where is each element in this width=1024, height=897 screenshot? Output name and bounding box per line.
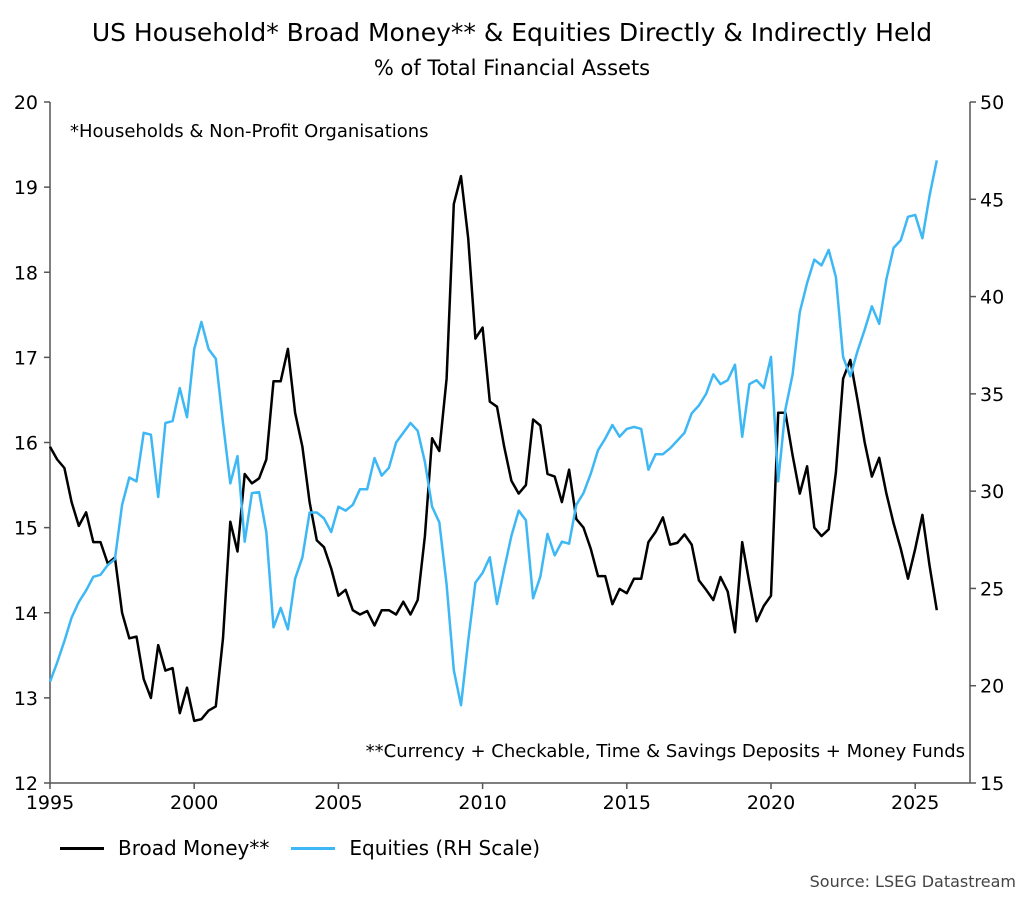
right-tick-label: 35 [980,384,1004,406]
left-tick-label: 13 [14,688,38,710]
left-tick-label: 20 [14,92,38,114]
legend-item-equities: Equities (RH Scale) [291,836,540,860]
source-note: Source: LSEG Datastream [809,872,1016,891]
chart-title: US Household* Broad Money** & Equities D… [91,18,933,47]
legend-swatch-broad-money [60,846,104,850]
series-line-broad-money [48,174,939,723]
right-tick-label: 40 [980,287,1004,309]
left-tick-label: 16 [14,433,38,455]
right-tick-label: 15 [980,773,1004,795]
x-tick-label: 2005 [314,792,362,814]
left-tick-label: 12 [14,773,38,795]
x-tick-label: 2020 [747,792,795,814]
annotation-broad-money: **Currency + Checkable, Time & Savings D… [366,741,965,762]
legend: Broad Money** Equities (RH Scale) [60,836,562,860]
left-tick-label: 15 [14,518,38,540]
x-tick-label: 2015 [603,792,651,814]
right-tick-label: 45 [980,189,1004,211]
left-tick-label: 17 [14,347,38,369]
annotation-households: *Households & Non-Profit Organisations [70,121,429,142]
legend-swatch-equities [291,846,336,850]
x-tick-label: 2010 [458,792,506,814]
right-tick-label: 30 [980,481,1004,503]
right-tick-label: 20 [980,676,1004,698]
x-tick-label: 1995 [26,792,74,814]
legend-label-equities: Equities (RH Scale) [349,836,541,860]
x-tick-label: 2025 [891,792,939,814]
x-tick-label: 2000 [170,792,218,814]
legend-item-broad-money: Broad Money** [60,836,269,860]
chart-subtitle: % of Total Financial Assets [373,56,651,80]
left-tick-label: 19 [14,177,38,199]
left-tick-label: 18 [14,262,38,284]
left-tick-label: 14 [14,603,38,625]
legend-label-broad-money: Broad Money** [118,836,270,860]
right-tick-label: 25 [980,578,1004,600]
right-tick-label: 50 [980,92,1004,114]
series-line-equities [48,160,939,707]
